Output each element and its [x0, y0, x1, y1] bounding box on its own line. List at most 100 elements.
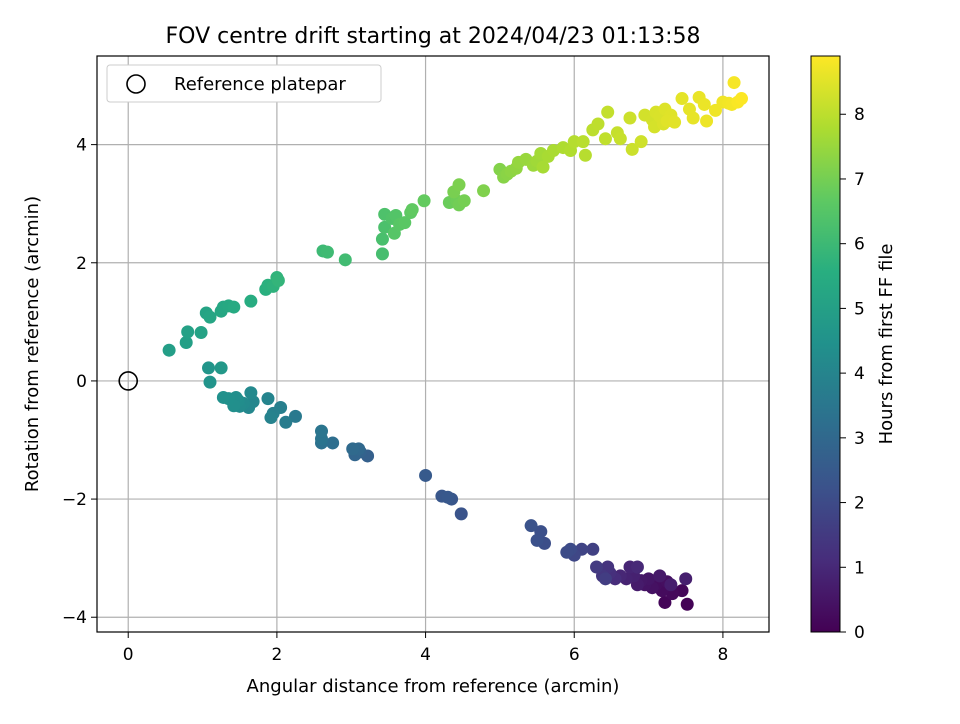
data-point [576, 135, 590, 149]
data-point [680, 597, 694, 611]
data-point [375, 232, 389, 246]
data-point [179, 336, 193, 350]
data-point [346, 442, 360, 456]
data-point [279, 415, 293, 429]
legend: Reference platepar [106, 64, 382, 103]
colorbar-label: Hours from first FF file [876, 244, 897, 445]
data-point [697, 97, 711, 111]
data-point [227, 300, 241, 314]
data-point [524, 519, 538, 533]
reference-marker [118, 371, 139, 391]
data-point [586, 542, 600, 556]
colorbar-tick-label: 3 [854, 429, 865, 449]
data-point [598, 572, 612, 586]
y-tick-label: 2 [76, 254, 87, 274]
data-point [598, 132, 612, 146]
data-point [378, 220, 392, 234]
y-tick-label: −2 [62, 490, 87, 510]
data-point [700, 114, 714, 128]
data-point [314, 424, 328, 438]
data-point [658, 595, 672, 609]
data-point [202, 361, 216, 375]
legend-entry-reference-platepar: Reference platepar [174, 74, 346, 95]
data-point [264, 411, 278, 425]
x-axis-label: Angular distance from reference (arcmin) [247, 676, 620, 697]
colorbar: 0 1 2 3 4 5 6 7 8 Hours from first FF file [810, 55, 897, 643]
data-points [162, 76, 748, 611]
x-tick-label: 6 [569, 645, 580, 665]
data-point [244, 294, 258, 308]
data-point [271, 273, 285, 287]
x-tick-label: 4 [420, 645, 431, 665]
colorbar-tick-label: 8 [854, 105, 865, 125]
colorbar-ticks: 0 1 2 3 4 5 6 7 8 [840, 105, 865, 643]
data-point [214, 361, 228, 375]
data-point [591, 117, 605, 131]
colorbar-tick-label: 7 [854, 170, 865, 190]
data-point [452, 178, 466, 192]
data-point [326, 436, 340, 450]
data-point [623, 111, 637, 125]
data-point [727, 76, 741, 90]
data-point [194, 325, 208, 339]
data-point [454, 507, 468, 521]
plot-frame [96, 55, 770, 633]
plot-background [97, 56, 769, 632]
data-point [288, 409, 302, 423]
y-axis-label: Rotation from reference (arcmin) [22, 196, 43, 492]
colorbar-tick-label: 0 [854, 623, 865, 643]
data-point [530, 533, 544, 547]
data-point [536, 160, 550, 174]
data-point [653, 569, 667, 583]
data-point [216, 390, 230, 404]
data-point [567, 135, 581, 149]
data-point [457, 194, 471, 208]
x-tick-label: 2 [271, 645, 282, 665]
colorbar-tick-label: 2 [854, 494, 865, 514]
data-point [590, 560, 604, 574]
x-tick-label: 8 [717, 645, 728, 665]
data-point [708, 103, 722, 117]
data-point [181, 325, 195, 339]
data-point [203, 310, 217, 324]
y-tick-label: −4 [62, 608, 87, 628]
y-tick-label: 4 [76, 136, 87, 156]
x-axis-ticks: 0 2 4 6 8 [123, 632, 728, 665]
data-point [664, 578, 678, 592]
data-point [625, 142, 639, 156]
y-axis-ticks: −4 −2 0 2 4 [62, 136, 97, 628]
legend-marker-icon [126, 74, 146, 94]
data-point [162, 343, 176, 357]
data-point [634, 135, 648, 149]
data-point [679, 572, 693, 586]
y-tick-label: 0 [76, 372, 87, 392]
colorbar-tick-label: 4 [854, 364, 865, 384]
chart-title: FOV centre drift starting at 2024/04/23 … [166, 24, 701, 49]
data-point [441, 490, 455, 504]
data-point [675, 92, 689, 106]
data-point [630, 560, 644, 574]
colorbar-tick-label: 1 [854, 558, 865, 578]
data-point [601, 105, 615, 119]
data-point [417, 194, 431, 208]
data-point [477, 184, 491, 198]
data-point [613, 132, 627, 146]
colorbar-tick-label: 6 [854, 235, 865, 255]
data-point [338, 253, 352, 267]
data-point [578, 148, 592, 162]
colorbar-gradient [810, 55, 841, 633]
data-point [320, 245, 334, 259]
x-tick-label: 0 [123, 645, 134, 665]
data-point [686, 111, 700, 125]
data-point [375, 247, 389, 261]
data-point [405, 203, 419, 217]
data-point [244, 386, 258, 400]
data-point [203, 375, 217, 389]
data-point [419, 468, 433, 482]
data-point [560, 545, 574, 559]
data-point [398, 216, 412, 230]
data-point [668, 115, 682, 129]
legend-box [106, 64, 382, 103]
